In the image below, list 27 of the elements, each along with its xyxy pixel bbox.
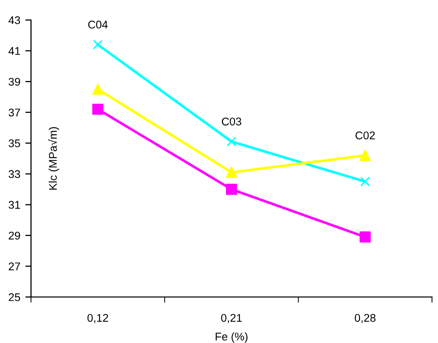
point <box>226 166 238 178</box>
point <box>226 184 238 195</box>
point <box>226 136 236 146</box>
y-tick-label: 33 <box>8 170 20 178</box>
y-tick-label: 29 <box>8 232 20 240</box>
annotation: C04 <box>88 20 108 29</box>
y-tick-label: 35 <box>8 139 20 148</box>
y-tick-label: 37 <box>8 108 20 116</box>
x-axis-title: Fe (%) <box>216 332 248 343</box>
y-tick-label: 27 <box>8 262 20 270</box>
y-tick-label: 31 <box>8 200 20 209</box>
annotation: C02 <box>356 131 375 140</box>
point <box>92 84 104 95</box>
x-tick-label: 0,12 <box>87 314 108 324</box>
y-tick-label: 43 <box>8 16 20 24</box>
x-tick-label: 0,28 <box>354 314 376 324</box>
y-tick-label: 25 <box>8 293 20 302</box>
y-tick-label: 41 <box>8 47 20 55</box>
annotation: C03 <box>222 118 242 126</box>
point <box>92 104 104 115</box>
point <box>360 176 370 186</box>
point <box>360 150 371 161</box>
point <box>360 231 371 243</box>
y-tick-label: 39 <box>8 78 20 86</box>
y-axis-title: Klc (MPa√m) <box>48 127 60 190</box>
x-tick-label: 0,21 <box>221 314 242 324</box>
point <box>92 40 103 50</box>
